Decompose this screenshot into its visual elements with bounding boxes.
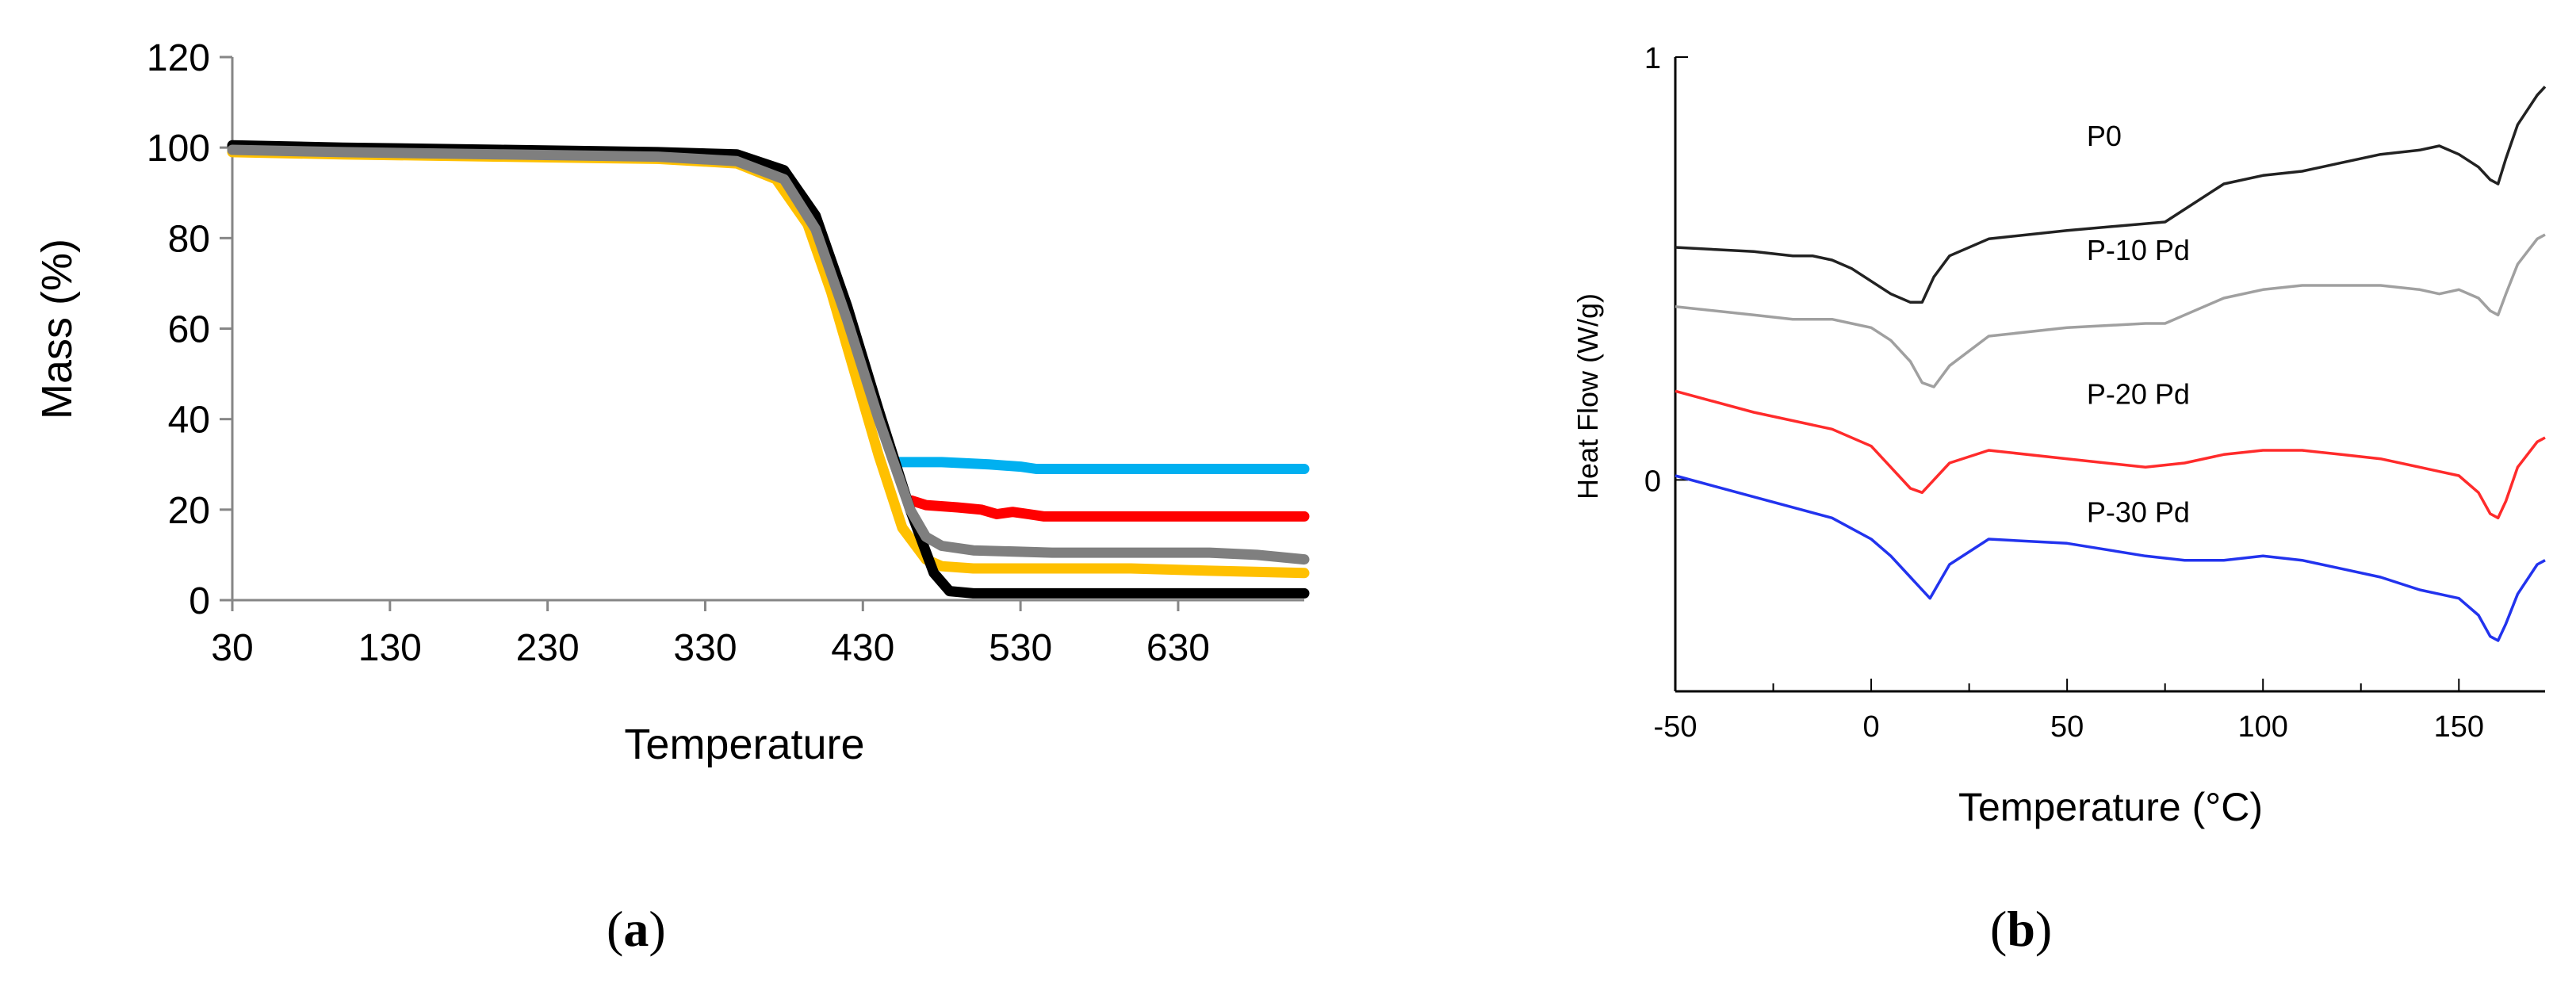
x-tick-label: -50 — [1654, 710, 1698, 744]
x-tick-label: 230 — [516, 627, 580, 669]
series-line-yellow — [227, 147, 1310, 579]
series-annotation: P-20 Pd — [2087, 377, 2190, 410]
y-axis-title: Heat Flow (W/g) — [1571, 293, 1604, 499]
x-tick-label: 150 — [2434, 710, 2484, 744]
y-tick-label: 20 — [168, 490, 210, 532]
x-tick-label: 30 — [211, 627, 253, 669]
y-tick-label: 80 — [168, 218, 210, 260]
y-tick-label: 60 — [168, 309, 210, 351]
series-line-gray — [227, 144, 1310, 565]
chart-b-dsc: -50 0 50 100 150 0 1 Temperature (°C) Heat Flow … — [1571, 42, 2547, 829]
x-tick-label: 530 — [989, 627, 1052, 669]
x-tick-label: 0 — [1863, 710, 1880, 744]
x-tick-label: 130 — [358, 627, 422, 669]
series-annotation: P-10 Pd — [2087, 234, 2190, 266]
panel-label-b: (b) — [1990, 901, 2053, 957]
x-tick-label: 330 — [673, 627, 737, 669]
series-line-P0 — [1675, 86, 2547, 304]
x-tick-label: 430 — [831, 627, 894, 669]
panel-label-a: (a) — [607, 901, 666, 957]
y-axis-title: Mass (%) — [33, 239, 81, 419]
y-tick-label: 120 — [147, 37, 210, 79]
series-line-cyan — [892, 457, 1310, 474]
x-axis-title: Temperature (°C) — [1958, 785, 2263, 829]
x-tick-label: 630 — [1146, 627, 1210, 669]
y-tick-label: 100 — [147, 128, 210, 170]
series-line-red — [906, 495, 1310, 522]
series-line-P-30-Pd — [1675, 474, 2546, 642]
y-tick-label: 0 — [189, 580, 210, 622]
series-line-black — [227, 140, 1310, 599]
series-line-P-20-Pd — [1675, 389, 2546, 520]
x-tick-label: 50 — [2050, 710, 2084, 744]
chart-a-tga: 0 20 40 60 80 100 120 30 130 230 330 430 530 630 Tempe… — [33, 37, 1310, 768]
series-line-P-10-Pd — [1675, 233, 2546, 388]
series-annotation: P0 — [2087, 120, 2122, 152]
x-axis-title: Temperature — [624, 721, 864, 768]
series-annotation: P-30 Pd — [2087, 496, 2190, 529]
y-tick-label: 0 — [1644, 465, 1661, 498]
x-tick-label: 100 — [2238, 710, 2288, 744]
y-tick-label: 1 — [1644, 42, 1661, 75]
y-tick-label: 40 — [168, 400, 210, 442]
